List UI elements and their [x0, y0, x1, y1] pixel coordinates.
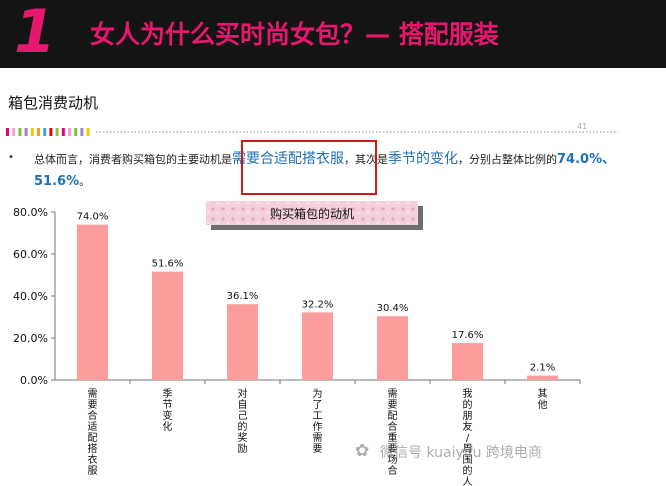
stripe-segment — [24, 128, 28, 136]
stripe-segment — [86, 128, 90, 136]
y-tick-label: 60.0% — [13, 248, 48, 261]
x-category-label: 对自己的奖励 — [238, 387, 248, 455]
stripe-segment — [61, 128, 65, 136]
percent-separator: 、 — [602, 152, 616, 167]
bar-value-label: 2.1% — [530, 363, 555, 374]
page-number: 41 — [577, 122, 588, 131]
chart-title: 购买箱包的动机 — [270, 206, 354, 221]
motive-bar-chart: 购买箱包的动机 0.0% 20.0% 40.0% 60.0% 80.0% 74.0% 需要合… — [13, 201, 581, 486]
color-stripe-divider — [6, 128, 618, 136]
percent-main: 74.0% — [557, 152, 603, 167]
bar — [77, 224, 108, 380]
highlight-box — [241, 140, 377, 195]
stripe-segment — [37, 128, 40, 136]
y-tick-label: 80.0% — [13, 206, 48, 219]
stripe-segment — [80, 128, 84, 136]
stripe-segment — [68, 128, 71, 136]
x-category-label: 季节变化 — [163, 388, 173, 433]
x-category-label: 我的朋友/周围的人有 — [463, 388, 473, 486]
stripe-segment — [43, 128, 47, 136]
bar — [152, 271, 183, 380]
bar — [377, 316, 408, 380]
x-category-label: 需要配合重要场合 — [388, 388, 398, 477]
highlight-second-motive: 季节的变化 — [388, 151, 458, 167]
x-category-label: 为了工作需要 — [313, 388, 323, 455]
stripe-segment — [30, 128, 34, 136]
bar — [227, 304, 258, 380]
y-tick-label: 20.0% — [13, 332, 48, 345]
bar — [527, 375, 558, 380]
stripe-segment — [74, 128, 78, 136]
section-number: 1 — [14, 0, 56, 67]
chart-title-box — [206, 201, 418, 225]
bar-value-label: 32.2% — [302, 299, 334, 310]
bar — [452, 343, 483, 380]
header-banner: 1 女人为什么买时尚女包？— 搭配服装 — [0, 0, 666, 68]
banner-title: 女人为什么买时尚女包？— 搭配服装 — [90, 20, 499, 49]
y-tick-label: 0.0% — [20, 374, 48, 387]
x-category-label: 需要合适配搭衣服 — [88, 388, 98, 477]
bar-value-label: 17.6% — [452, 330, 484, 341]
bar-value-label: 74.0% — [77, 212, 109, 223]
stripe-segment — [6, 128, 9, 136]
bar-value-label: 36.1% — [227, 291, 259, 302]
watermark: 微信号 kuaiyifu 跨境电商 — [380, 445, 542, 461]
stripe-segment — [49, 128, 53, 136]
stripe-segment — [18, 128, 22, 136]
y-tick-label: 40.0% — [13, 290, 48, 303]
summary-text: 总体而言，消费者购买箱包的主要动机是需要合适配搭衣服，其次是季节的变化，分别占整… — [34, 148, 634, 193]
bar-value-label: 30.4% — [377, 303, 409, 314]
bar-value-label: 51.6% — [152, 259, 184, 270]
summary-text-2: ，其次是 — [344, 153, 388, 166]
stripe-segment — [55, 128, 59, 136]
summary-text-1: 总体而言，消费者购买箱包的主要动机是 — [34, 153, 232, 166]
x-category-label: 其他 — [538, 388, 548, 411]
stripe-segment — [12, 128, 16, 136]
summary-text-3: ，分别占整体比例的 — [458, 153, 557, 166]
percent-second: 51.6% — [34, 174, 80, 189]
summary-text-4: 。 — [79, 175, 91, 188]
slide-title: 箱包消费动机 — [8, 94, 99, 112]
wechat-icon: ✿ — [355, 441, 370, 461]
bar — [302, 312, 333, 380]
highlight-main-motive: 需要合适配搭衣服 — [232, 151, 344, 167]
bullet-icon: • — [8, 152, 14, 163]
